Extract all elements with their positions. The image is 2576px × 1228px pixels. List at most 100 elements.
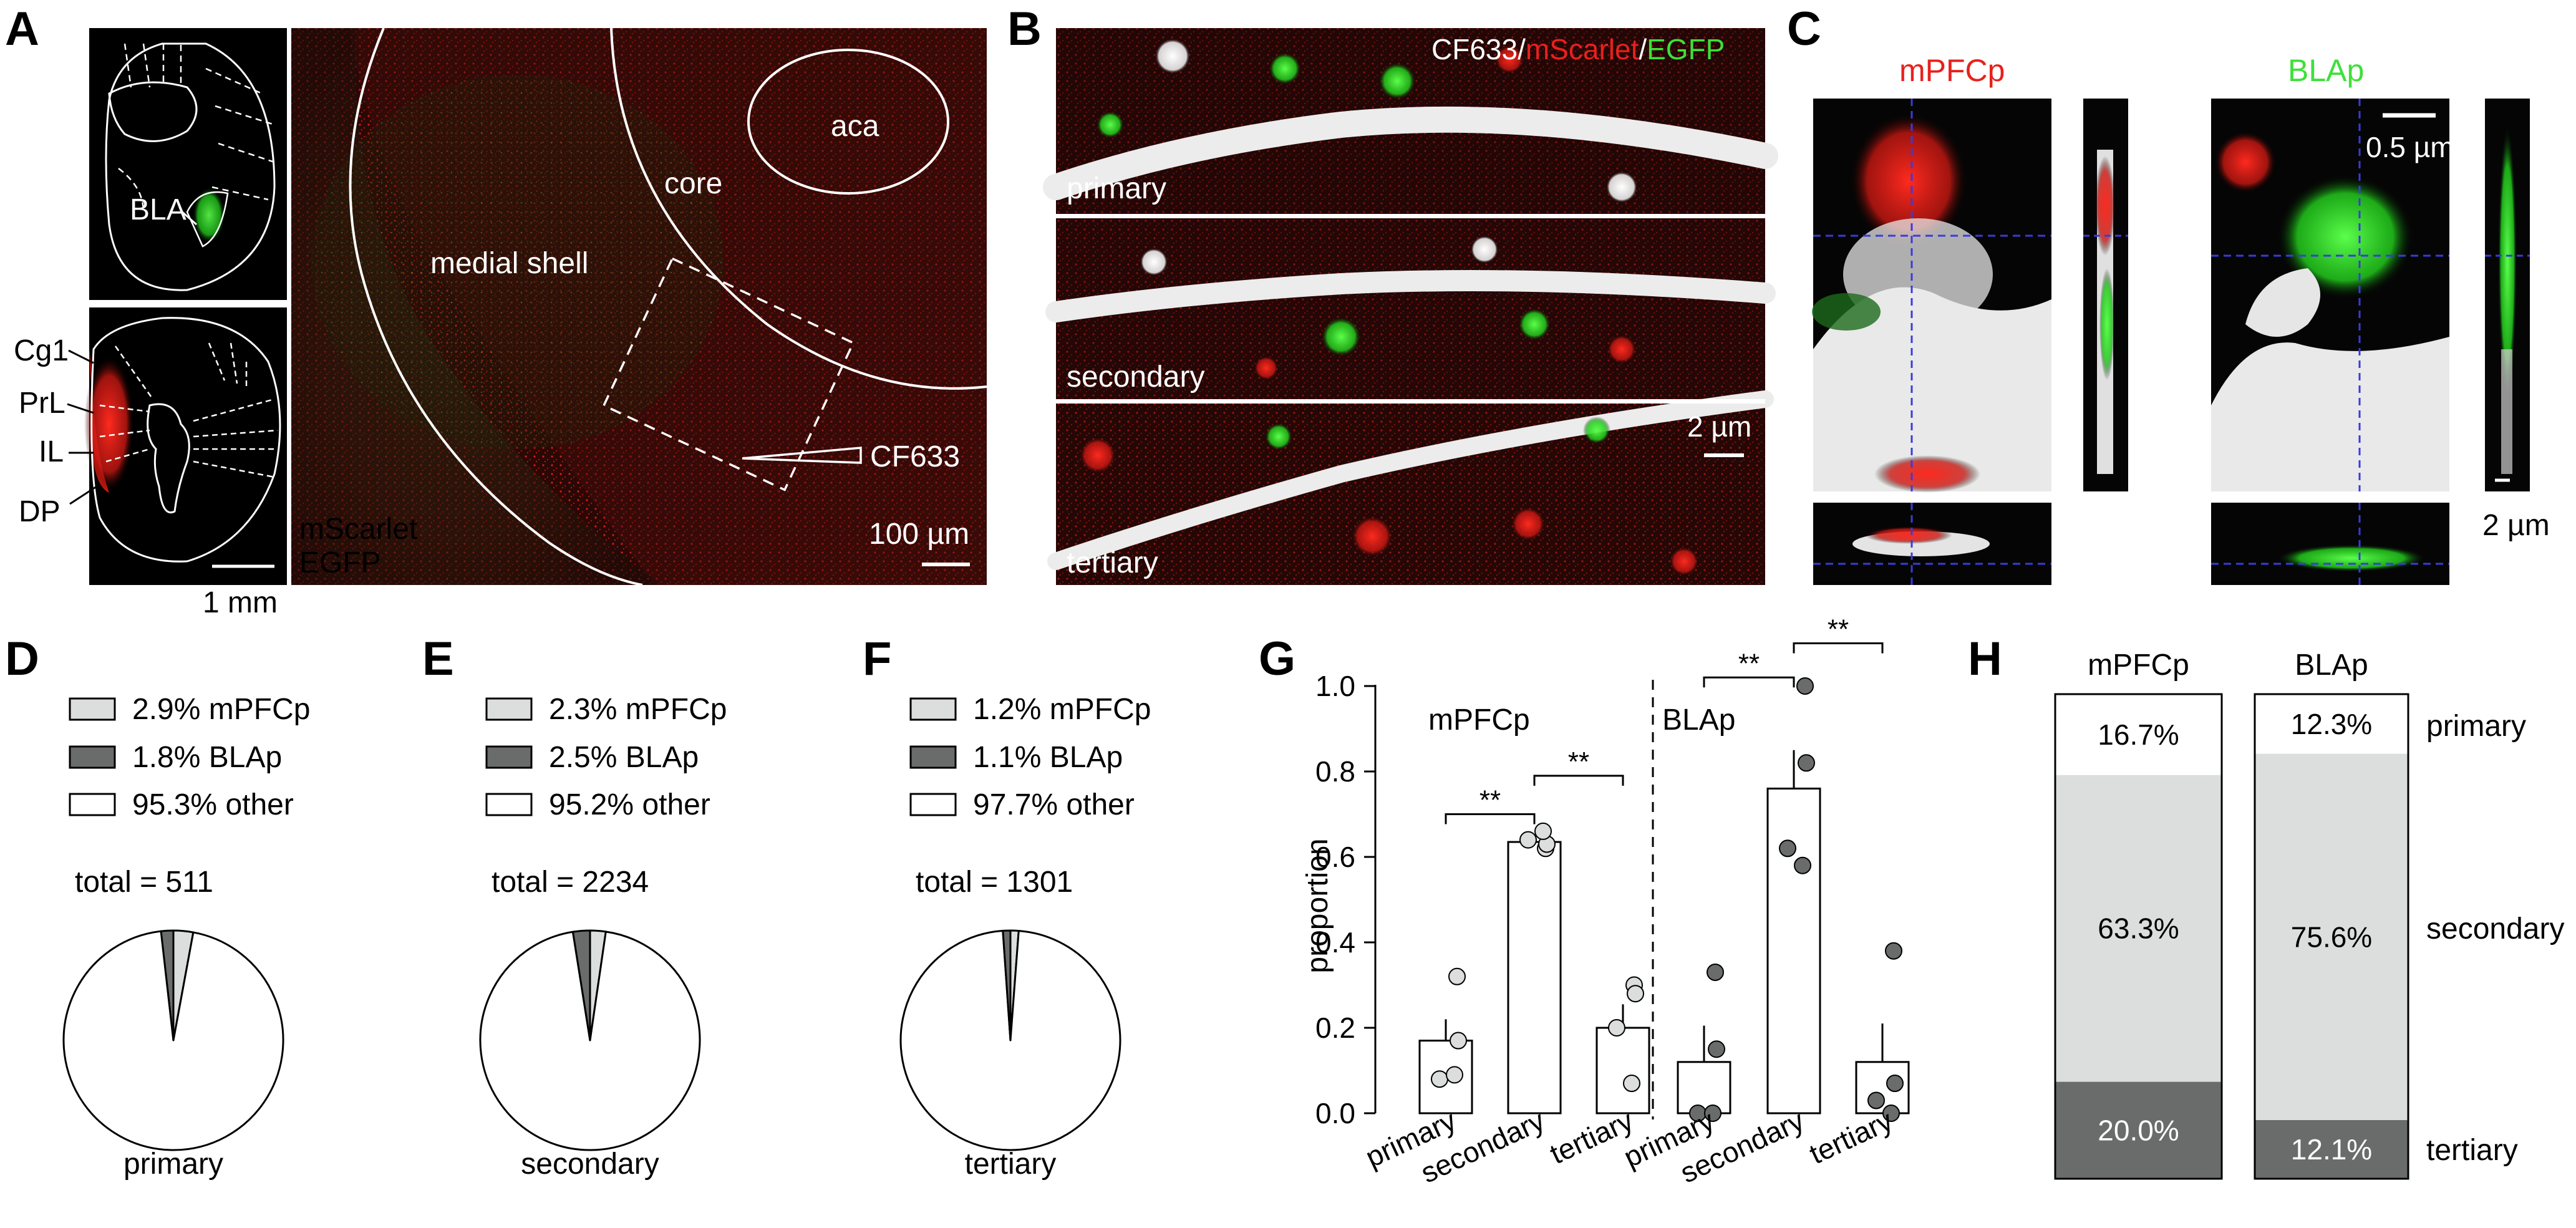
stack-segment-tertiary	[2255, 1119, 2408, 1179]
channel-separator-1: /	[1518, 33, 1526, 65]
y-tick-label: 0.0	[1315, 1097, 1355, 1129]
atlas-label-dp: DP	[19, 495, 61, 528]
panel-d-letter: D	[5, 632, 39, 685]
orthoview-blap: 0.5 µm	[2211, 99, 2530, 585]
pie-total: total = 511	[75, 866, 213, 899]
stack-segment-primary	[2055, 694, 2222, 775]
pie-slice-blap	[1002, 929, 1012, 1042]
stack-segment-tertiary	[2055, 1081, 2222, 1179]
stack-legend-secondary: secondary	[2426, 912, 2564, 945]
legend-swatch-other	[69, 793, 116, 816]
orthoview-title-mpfcp: mPFCp	[1899, 53, 2005, 88]
stack-segment-primary	[2255, 694, 2408, 754]
orthoview-scalebar-side-label: 2 µm	[2482, 509, 2550, 542]
significance-marker: **	[1479, 785, 1501, 816]
orthoview-scalebar-top-label: 0.5 µm	[2366, 131, 2454, 163]
data-point	[1519, 831, 1537, 849]
group-label-mpfcp: mPFCp	[1428, 703, 1530, 737]
legend-label-blap: 1.1% BLAp	[973, 741, 1123, 774]
data-point	[1707, 963, 1724, 981]
legend-swatch-mpfcp	[909, 697, 957, 721]
pie-title: secondary	[521, 1148, 659, 1181]
micrograph-scalebar-label: 100 µm	[869, 518, 969, 551]
data-point	[1623, 1075, 1640, 1093]
data-point	[1796, 677, 1814, 695]
atlas-scalebar-label: 1 mm	[203, 586, 278, 619]
dendrite-label-secondary: secondary	[1067, 360, 1204, 394]
stacked-bar-chart-h: mPFCp 16.7% 63.3% 20.0% BLAp 12.3% 75.6% 12.1% p…	[2054, 649, 2564, 1180]
bar-blap-secondary	[1766, 787, 1821, 1114]
legend-swatch-blap	[909, 745, 957, 769]
data-point	[1867, 1091, 1885, 1110]
orthoview-mpfcp	[1812, 99, 2128, 585]
significance-bracket	[1533, 775, 1624, 786]
stack-segment-label: 63.3%	[2098, 912, 2179, 945]
significance-marker: **	[1828, 614, 1849, 645]
data-point	[1882, 1105, 1900, 1122]
significance-marker: **	[1568, 747, 1589, 777]
panel-h-letter: H	[1968, 632, 2002, 685]
region-label-cf633: CF633	[870, 440, 960, 473]
bar-mpfcp-tertiary	[1595, 1027, 1650, 1114]
y-axis-label: proportion	[1301, 838, 1334, 973]
stack-outline	[2054, 693, 2223, 1180]
panel-c-letter: C	[1787, 2, 1821, 56]
data-point	[1431, 1070, 1448, 1088]
data-point	[1608, 1019, 1625, 1037]
stack-outline	[2254, 693, 2409, 1180]
legend-swatch-blap	[69, 745, 116, 769]
legend-label-blap: 2.5% BLAp	[549, 741, 699, 774]
panel-a-letter: A	[5, 2, 39, 56]
pie-title: tertiary	[965, 1148, 1057, 1181]
dendrite-label-primary: primary	[1067, 172, 1166, 205]
data-point	[1798, 754, 1815, 772]
stack-segment-label: 20.0%	[2098, 1114, 2179, 1146]
group-label-blap: BLAp	[1662, 703, 1735, 737]
atlas-label-cg1: Cg1	[14, 334, 69, 367]
stack-title-mpfcp: mPFCp	[2088, 649, 2189, 682]
cf633-fill-marker	[742, 447, 862, 464]
legend-swatch-other	[909, 793, 957, 816]
stack-segment-label: 12.1%	[2291, 1133, 2372, 1166]
channel-legend: CF633/mScarlet/EGFP	[1431, 33, 1725, 65]
pie-charts: 2.9% mPFCp 1.8% BLAp 95.3% other total = 51…	[62, 693, 1151, 1181]
data-point	[1534, 822, 1552, 840]
y-tick-label: 0.4	[1315, 926, 1355, 959]
bar-chart-g: 0.00.20.40.60.81.0proportionmPFCpprimary…	[1301, 614, 1910, 1189]
pie-d: 2.9% mPFCp 1.8% BLAp 95.3% other total = 51…	[62, 693, 310, 1181]
core-boundary	[610, 27, 987, 390]
pie-total: total = 2234	[491, 866, 649, 899]
data-point	[1885, 942, 1902, 960]
atlas-label-il: IL	[39, 435, 64, 468]
panel-f-letter: F	[863, 632, 891, 685]
dendrite-image-secondary: secondary	[1045, 218, 1776, 399]
pie-e: 2.3% mPFCp 2.5% BLAp 95.2% other total = 22…	[479, 693, 727, 1181]
panel-a: A BLA Cg1 PrL IL DP	[5, 2, 987, 619]
legend-label-mpfcp: 1.2% mPFCp	[973, 693, 1151, 726]
dendrite-scalebar-label: 2 µm	[1687, 410, 1751, 443]
y-tick-label: 0.2	[1315, 1012, 1355, 1044]
legend-swatch-mpfcp	[69, 697, 116, 721]
dendrite-image-tertiary: tertiary	[1047, 390, 1774, 585]
channel-separator-2: /	[1639, 33, 1647, 65]
pie-slice-blap	[571, 929, 591, 1042]
atlas-label-prl: PrL	[19, 387, 65, 420]
panel-e-letter: E	[422, 632, 454, 685]
atlas-label-bla: BLA	[130, 193, 186, 226]
stack-legend-primary: primary	[2426, 710, 2526, 743]
significance-bracket	[1793, 642, 1884, 654]
data-point	[1446, 1066, 1463, 1084]
panel-g-letter: G	[1259, 632, 1295, 685]
dendrite-label-tertiary: tertiary	[1067, 546, 1158, 579]
dendrite-image-primary: primary	[1043, 28, 1778, 214]
data-point	[1794, 856, 1811, 874]
pie-slice-blap	[160, 929, 175, 1042]
data-point	[1704, 1105, 1721, 1122]
data-point	[1627, 985, 1644, 1003]
stack-segment-secondary	[2055, 775, 2222, 1082]
stack-segment-label: 75.6%	[2291, 921, 2372, 953]
bar-mpfcp-secondary	[1507, 841, 1562, 1114]
atlas-bla-section: BLA	[89, 28, 287, 300]
significance-bracket	[1703, 676, 1795, 688]
significance-marker: **	[1738, 648, 1760, 679]
